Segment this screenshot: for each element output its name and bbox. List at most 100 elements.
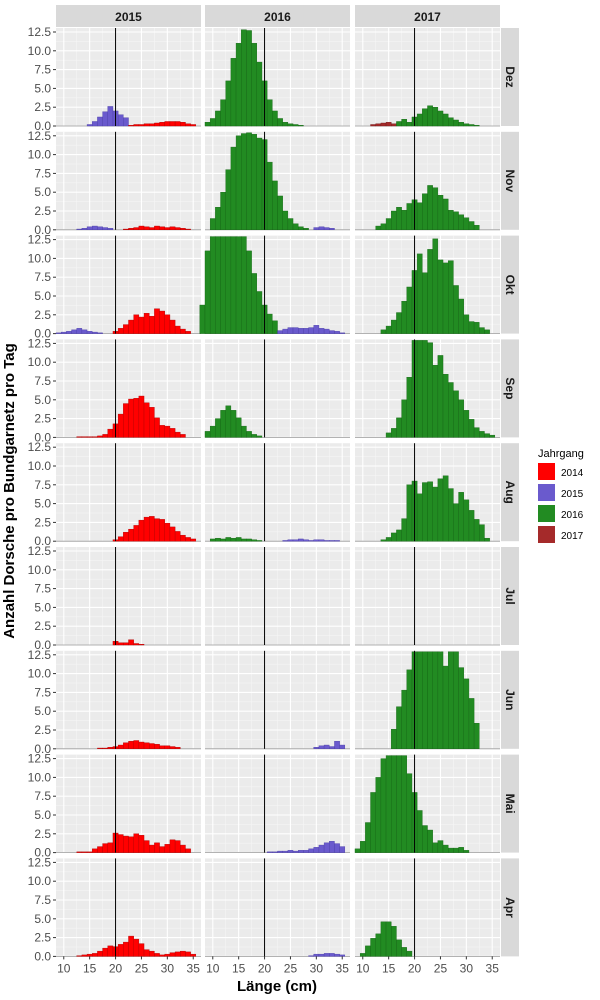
histogram-bar (230, 58, 237, 127)
x-tick-label: 10 (57, 961, 71, 975)
y-tick-label: 5.0 (34, 289, 51, 303)
histogram-bar (313, 847, 320, 853)
histogram-bar (427, 651, 433, 749)
histogram-bar (292, 124, 299, 127)
histogram-bar (81, 954, 88, 957)
y-tick-label: 0.0 (34, 534, 51, 548)
histogram-bar (138, 943, 145, 957)
x-tick-label: 20 (258, 961, 272, 975)
y-tick-label: 2.5 (34, 412, 51, 426)
histogram-bar (81, 329, 88, 334)
y-tick-label: 2.5 (34, 619, 51, 633)
histogram-bar (117, 328, 124, 334)
histogram-bar (81, 436, 88, 438)
histogram-bar (133, 740, 140, 750)
histogram-bar (380, 921, 387, 957)
histogram-bar (396, 312, 402, 334)
row-strip-Apr (501, 858, 519, 957)
histogram-bar (92, 121, 98, 127)
histogram-bar (92, 331, 98, 334)
histogram-bar (473, 519, 480, 542)
histogram-bar (138, 395, 145, 438)
y-tick-label: 0.0 (34, 846, 51, 860)
histogram-bar (180, 434, 186, 438)
histogram-bar (246, 30, 252, 127)
histogram-bar (484, 433, 490, 438)
histogram-bar (422, 272, 428, 334)
row-strip-label: Jul (503, 587, 517, 604)
column-strip-2016 (205, 5, 350, 27)
histogram-bar (298, 538, 304, 542)
histogram-bar (473, 225, 480, 230)
y-tick-label: 7.5 (34, 685, 51, 699)
histogram-bar (453, 119, 459, 127)
histogram-bar (396, 755, 402, 853)
histogram-bar (432, 842, 439, 853)
histogram-bar (287, 218, 294, 231)
histogram-bar (174, 747, 181, 750)
histogram-bar (107, 428, 114, 438)
histogram-bar (313, 539, 320, 542)
histogram-bar (164, 425, 171, 438)
row-strip-label: Okt (503, 275, 517, 295)
histogram-bar (117, 413, 124, 438)
histogram-bar (209, 425, 216, 438)
y-tick-label: 0.0 (34, 742, 51, 756)
histogram-bar (128, 528, 134, 542)
histogram-bar (164, 953, 171, 957)
histogram-bar (230, 410, 237, 438)
histogram-bar (401, 518, 407, 542)
histogram-bar (458, 214, 464, 230)
histogram-bar (272, 851, 278, 853)
histogram-bar (180, 534, 186, 542)
histogram-bar (241, 29, 247, 127)
histogram-bar (427, 342, 433, 438)
histogram-bar (174, 531, 181, 542)
histogram-bar (308, 848, 314, 853)
histogram-bar (246, 538, 252, 542)
histogram-bar (97, 747, 103, 749)
y-tick-label: 7.5 (34, 166, 51, 180)
histogram-bar (209, 236, 216, 334)
y-tick-label: 5.0 (34, 600, 51, 614)
histogram-bar (318, 226, 325, 231)
histogram-bar (453, 390, 459, 438)
histogram-bar (298, 226, 304, 231)
histogram-bar (256, 137, 263, 231)
histogram-bar (225, 236, 232, 334)
y-tick-label: 7.5 (34, 374, 51, 388)
histogram-bar (463, 410, 470, 438)
histogram-bar (149, 123, 155, 127)
histogram-bar (385, 325, 392, 334)
histogram-bar (220, 99, 226, 127)
histogram-bar (359, 841, 366, 853)
y-tick-label: 12.5 (28, 129, 52, 143)
histogram-bar (282, 850, 289, 853)
histogram-bar (107, 228, 114, 231)
histogram-bar (432, 486, 439, 542)
histogram-bar (380, 539, 387, 542)
row-strip-label: Sep (503, 377, 517, 399)
histogram-bar (225, 169, 232, 230)
panel-Aug-2015 (56, 443, 201, 542)
histogram-bar (185, 951, 191, 957)
histogram-bar (149, 516, 155, 542)
histogram-bar (149, 227, 155, 231)
histogram-bar (468, 419, 475, 438)
histogram-bar (149, 407, 155, 438)
histogram-bar (313, 747, 320, 750)
histogram-bar (107, 842, 114, 853)
histogram-bar (339, 744, 346, 749)
y-tick-label: 5.0 (34, 912, 51, 926)
histogram-bar (370, 938, 376, 957)
panel-Mai-2017 (354, 754, 500, 854)
histogram-bar (209, 218, 216, 231)
histogram-bar (220, 410, 226, 438)
histogram-bar (149, 844, 155, 853)
histogram-bar (102, 947, 108, 957)
histogram-bar (385, 537, 392, 542)
histogram-bar (396, 529, 402, 542)
histogram-bar (468, 510, 475, 542)
y-tick-label: 5.0 (34, 81, 51, 95)
panel-Sep-2017 (355, 339, 500, 438)
